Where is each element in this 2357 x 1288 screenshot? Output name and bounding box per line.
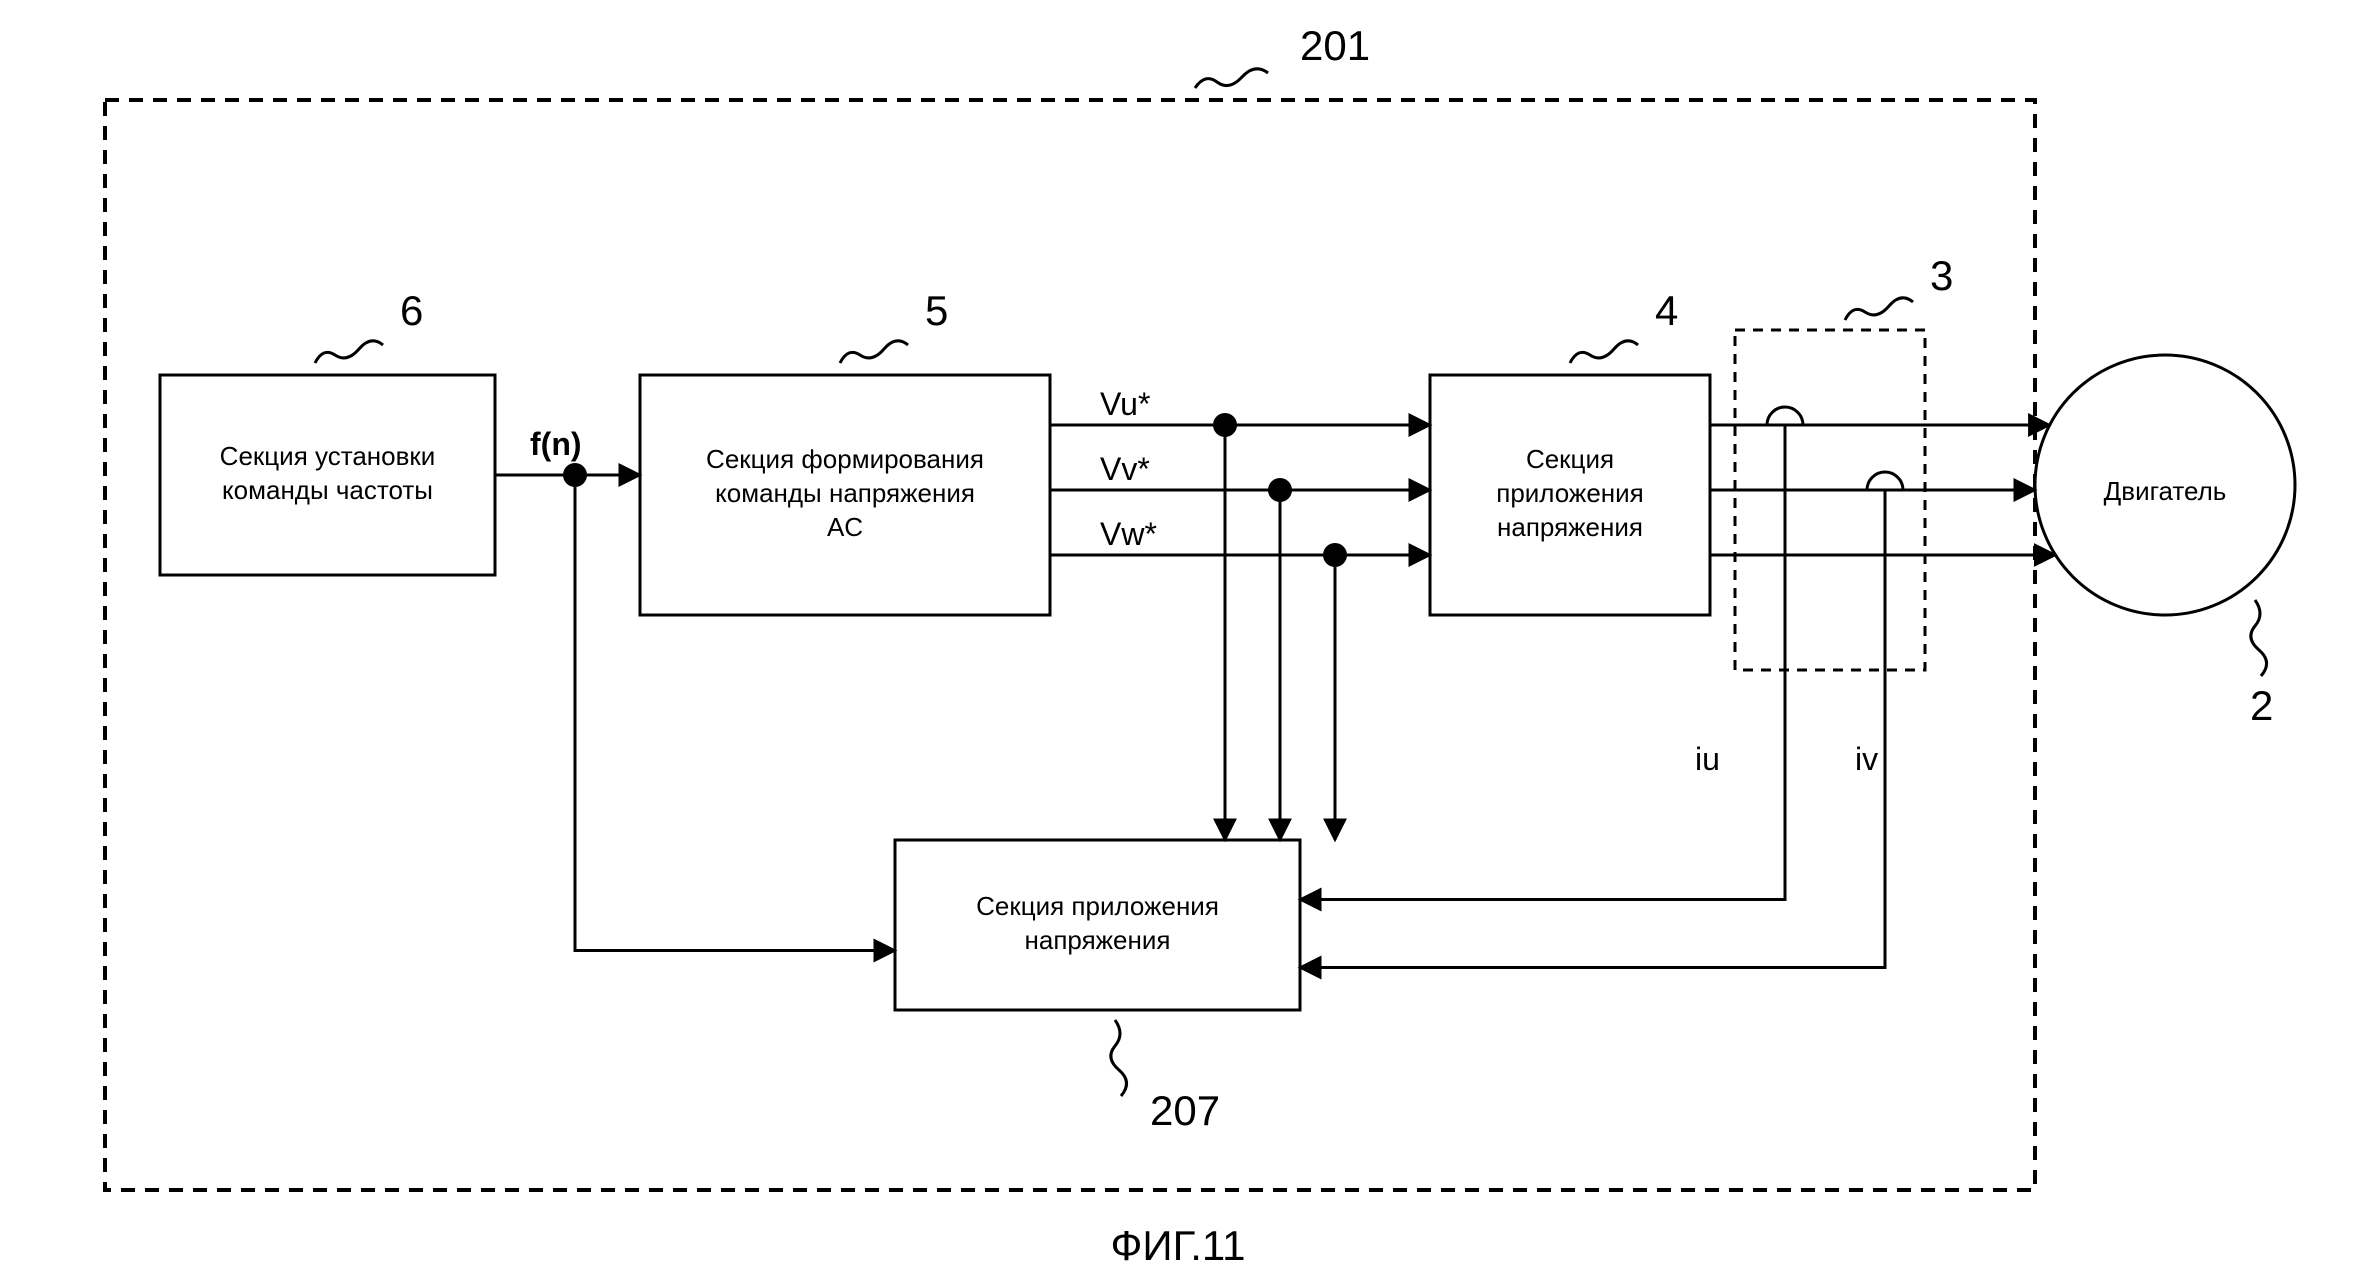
svg-text:напряжения: напряжения [1025, 925, 1171, 955]
sensor-arc-iv [1867, 472, 1903, 490]
svg-text:Двигатель: Двигатель [2104, 476, 2227, 506]
ref-4: 4 [1655, 287, 1678, 334]
svg-text:Секция установки: Секция установки [220, 441, 436, 471]
sensor-arc-iu [1767, 407, 1803, 425]
svg-text:AC: AC [827, 512, 863, 542]
svg-text:Секция приложения: Секция приложения [976, 891, 1219, 921]
block-6: Секция установки команды частоты 6 [160, 287, 495, 575]
block-diagram: 201 Секция установки команды частоты 6 С… [0, 0, 2357, 1288]
label-iv: iv [1855, 741, 1878, 777]
ref-3: 3 [1930, 252, 1953, 299]
label-vw: Vw* [1100, 516, 1157, 552]
ref-motor: 2 [2250, 682, 2273, 729]
svg-text:команды напряжения: команды напряжения [715, 478, 975, 508]
leader-2 [2251, 600, 2267, 676]
leader-5 [840, 341, 908, 363]
svg-text:команды частоты: команды частоты [222, 475, 433, 505]
motor-block: Двигатель 2 [2035, 355, 2295, 729]
sensor-dashed-box [1735, 330, 1925, 670]
ref-207: 207 [1150, 1087, 1220, 1134]
ref-6: 6 [400, 287, 423, 334]
leader-3 [1845, 298, 1913, 320]
svg-text:приложения: приложения [1496, 478, 1644, 508]
figure-caption: ФИГ.11 [1110, 1222, 1245, 1269]
ref-201: 201 [1300, 22, 1370, 69]
svg-text:Секция формирования: Секция формирования [706, 444, 984, 474]
label-vu: Vu* [1100, 386, 1150, 422]
ref-5: 5 [925, 287, 948, 334]
block-5: Секция формирования команды напряжения A… [640, 287, 1050, 615]
label-fn: f(n) [530, 426, 582, 462]
label-iu: iu [1695, 741, 1720, 777]
leader-201 [1195, 69, 1268, 88]
outer-dashed-box [105, 100, 2035, 1190]
label-vv: Vv* [1100, 451, 1150, 487]
leader-207 [1111, 1020, 1127, 1096]
leader-6 [315, 341, 383, 363]
block-4: Секция приложения напряжения 4 [1430, 287, 1710, 615]
svg-text:Секция: Секция [1526, 444, 1614, 474]
svg-text:напряжения: напряжения [1497, 512, 1643, 542]
block-207: Секция приложения напряжения 207 [895, 840, 1300, 1134]
leader-4 [1570, 341, 1638, 363]
